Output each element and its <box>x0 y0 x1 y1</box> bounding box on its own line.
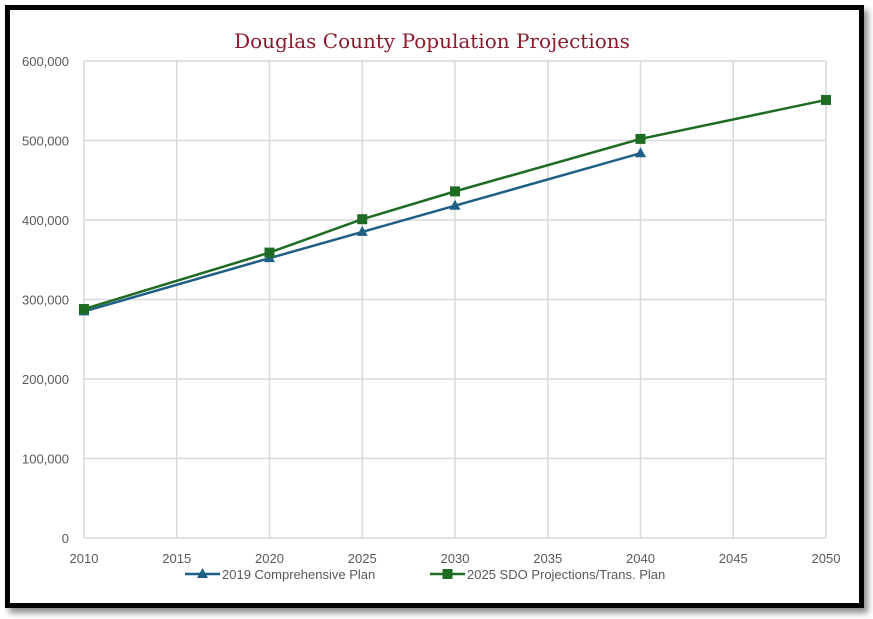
legend-label: 2019 Comprehensive Plan <box>222 567 375 582</box>
x-tick-label: 2010 <box>70 551 99 566</box>
data-point <box>821 94 831 105</box>
chart-title: Douglas County Population Projections <box>234 29 630 53</box>
y-tick-label: 0 <box>62 531 69 546</box>
data-point <box>450 186 460 197</box>
y-tick-label: 500,000 <box>22 134 69 149</box>
y-axis-ticks: 0 100,000 200,000 300,000 400,000 500,000 600,… <box>22 54 69 546</box>
x-tick-label: 2015 <box>162 551 191 566</box>
data-point <box>635 133 646 144</box>
y-tick-label: 400,000 <box>22 213 69 228</box>
y-tick-label: 300,000 <box>22 293 69 308</box>
x-tick-label: 2045 <box>719 551 748 566</box>
x-tick-label: 2040 <box>626 551 655 566</box>
data-point <box>635 147 646 158</box>
data-point <box>79 304 89 315</box>
x-axis-ticks: 2010 2015 2020 2025 2030 2035 2040 2045 2050 <box>70 551 841 566</box>
series-2 <box>79 94 831 315</box>
data-point <box>449 199 461 210</box>
x-tick-label: 2025 <box>348 551 377 566</box>
x-tick-label: 2035 <box>533 551 562 566</box>
legend-item: 2019 Comprehensive Plan <box>185 567 375 582</box>
data-point <box>356 225 368 236</box>
series-line <box>83 98 827 311</box>
legend-item: 2025 SDO Projections/Trans. Plan <box>430 567 665 582</box>
y-tick-label: 200,000 <box>22 372 69 387</box>
x-tick-label: 2030 <box>441 551 470 566</box>
y-tick-label: 100,000 <box>22 452 69 467</box>
data-point <box>357 214 368 225</box>
grid <box>83 60 827 539</box>
chart-frame <box>5 5 864 608</box>
legend-label: 2025 SDO Projections/Trans. Plan <box>467 567 665 582</box>
series-group <box>78 94 831 316</box>
legend: 2019 Comprehensive Plan 2025 SDO Projecti… <box>185 567 665 582</box>
y-tick-label: 600,000 <box>22 54 69 69</box>
data-point <box>264 247 275 258</box>
legend-square-marker-icon <box>442 569 453 579</box>
x-tick-label: 2020 <box>255 551 284 566</box>
legend-triangle-marker-icon <box>197 568 208 578</box>
x-tick-label: 2050 <box>812 551 841 566</box>
